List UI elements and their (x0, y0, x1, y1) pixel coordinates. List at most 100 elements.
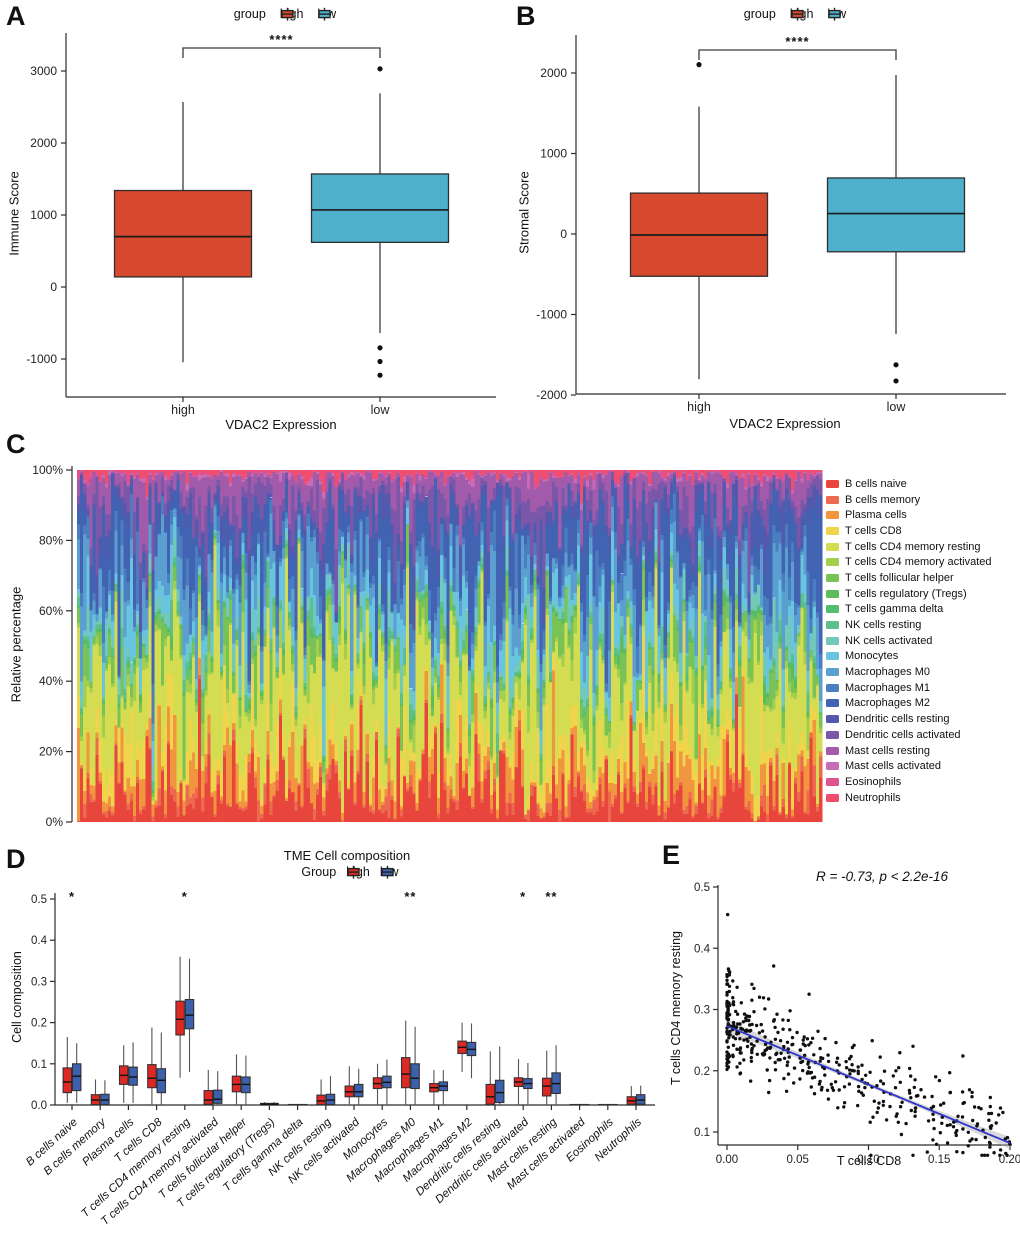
legend-swatch (826, 668, 839, 677)
box-low (71, 1063, 82, 1092)
legend-item-high: high (790, 7, 814, 21)
legend-item: Macrophages M2 (826, 696, 992, 712)
legend-item-label: T cells CD4 memory activated (845, 556, 992, 569)
svg-text:0: 0 (560, 227, 567, 241)
legend-title: Group (301, 865, 337, 879)
svg-text:2000: 2000 (30, 136, 57, 150)
legend-item-label: Plasma cells (845, 509, 907, 522)
legend-swatch (826, 636, 839, 645)
box-high (175, 1000, 185, 1036)
panel-c-legend: B cells naive B cells memory Plasma cells T… (826, 476, 992, 805)
outlier-point (893, 378, 899, 384)
legend-swatch (826, 777, 839, 786)
legend-swatch (826, 621, 839, 630)
legend-item-label: T cells regulatory (Tregs) (845, 587, 967, 600)
box-high (113, 189, 253, 278)
legend-item-high: high (280, 7, 304, 21)
svg-text:high: high (687, 400, 711, 414)
panel-e-letter: E (662, 840, 681, 870)
significance-stars: * (69, 889, 75, 904)
legend-item-high: high (346, 865, 370, 879)
box-high (62, 1067, 73, 1094)
svg-text:-1000: -1000 (536, 308, 567, 322)
legend-item: T cells CD4 memory resting (826, 539, 992, 555)
legend-item-label: Monocytes (845, 650, 899, 663)
legend-title: group (233, 7, 266, 21)
legend-item-label: Mast cells activated (845, 760, 941, 773)
outlier-point (696, 62, 702, 68)
legend-item: Mast cells resting (826, 743, 992, 759)
legend-item: T cells follicular helper (826, 570, 992, 586)
svg-text:low: low (887, 400, 907, 414)
svg-text:1000: 1000 (540, 147, 567, 161)
legend-swatch (826, 573, 839, 582)
legend-swatch (826, 652, 839, 661)
svg-text:-1000: -1000 (26, 352, 57, 366)
box-low (184, 998, 195, 1030)
stacked-bars (77, 470, 823, 822)
panel-b-xlabel: VDAC2 Expression (729, 416, 841, 431)
legend-title: group (743, 7, 776, 21)
box-high (203, 1090, 214, 1105)
box-low (128, 1066, 138, 1086)
boxplot-icon (318, 7, 332, 21)
legend-item: Plasma cells (826, 507, 992, 523)
legend-swatch (826, 730, 839, 739)
legend-swatch (826, 746, 839, 755)
legend-swatch (826, 526, 839, 535)
box-high (400, 1057, 411, 1089)
box-high (485, 1083, 496, 1105)
box-low (212, 1089, 223, 1104)
box-low (353, 1083, 364, 1098)
box-high (316, 1094, 326, 1106)
legend-item-label: Dendritic cells activated (845, 728, 961, 741)
legend-item-label: B cells memory (845, 493, 921, 506)
legend-item-low: low (380, 865, 399, 879)
boxplot-icon (828, 7, 842, 21)
panel-d-letter: D (6, 844, 26, 874)
panel-b-legend: group high low (665, 7, 925, 21)
legend-item-label: Dendritic cells resting (845, 713, 950, 726)
legend-swatch (826, 683, 839, 692)
legend-item: B cells naive (826, 476, 992, 492)
legend-item-label: B cells naive (845, 477, 907, 490)
panel-a-xlabel: VDAC2 Expression (225, 417, 337, 432)
svg-text:2000: 2000 (540, 66, 567, 80)
significance-stars: **** (785, 34, 809, 49)
legend-item-label: T cells CD4 memory resting (845, 540, 981, 553)
svg-text:3000: 3000 (30, 64, 57, 78)
legend-item: B cells memory (826, 492, 992, 508)
legend-item-label: Eosinophils (845, 775, 902, 788)
panel-c-plot: 0%20%40%60%80%100% (32, 463, 823, 829)
boxplot-B: -2000 -1000 0 1000 2000 high low **** (536, 34, 1006, 414)
outlier-point (377, 66, 383, 72)
legend-swatch (826, 558, 839, 567)
legend-item: NK cells resting (826, 617, 992, 633)
legend-swatch (826, 511, 839, 520)
svg-text:0: 0 (50, 280, 57, 294)
legend-swatch (826, 605, 839, 614)
box-low (494, 1079, 505, 1104)
legend-item-low: low (827, 7, 846, 21)
significance-stars: ** (404, 889, 416, 904)
legend-item: Mast cells activated (826, 758, 992, 774)
legend-swatch (826, 479, 839, 488)
legend-item-label: Macrophages M2 (845, 697, 930, 710)
outlier-point (893, 362, 899, 368)
box-low (410, 1063, 420, 1090)
significance-bracket (698, 49, 897, 60)
panel-e-correlation-annotation: R = -0.73, p < 2.2e-16 (815, 869, 949, 884)
boxplot-icon (381, 865, 394, 879)
box-high (147, 1064, 157, 1089)
box-low (826, 177, 966, 253)
c-axis: 0%20%40%60%80%100% (32, 463, 73, 829)
legend-swatch (826, 793, 839, 802)
legend-item: Dendritic cells activated (826, 727, 992, 743)
boxplot-icon (281, 7, 294, 21)
legend-item: T cells regulatory (Tregs) (826, 586, 992, 602)
box-low (310, 173, 450, 244)
panel-a-plot: -1000 0 1000 2000 3000 high low **** (26, 32, 496, 417)
